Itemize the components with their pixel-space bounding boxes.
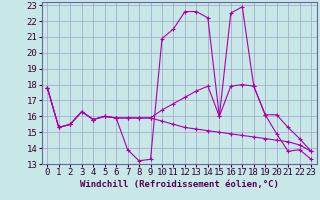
X-axis label: Windchill (Refroidissement éolien,°C): Windchill (Refroidissement éolien,°C) — [80, 180, 279, 189]
